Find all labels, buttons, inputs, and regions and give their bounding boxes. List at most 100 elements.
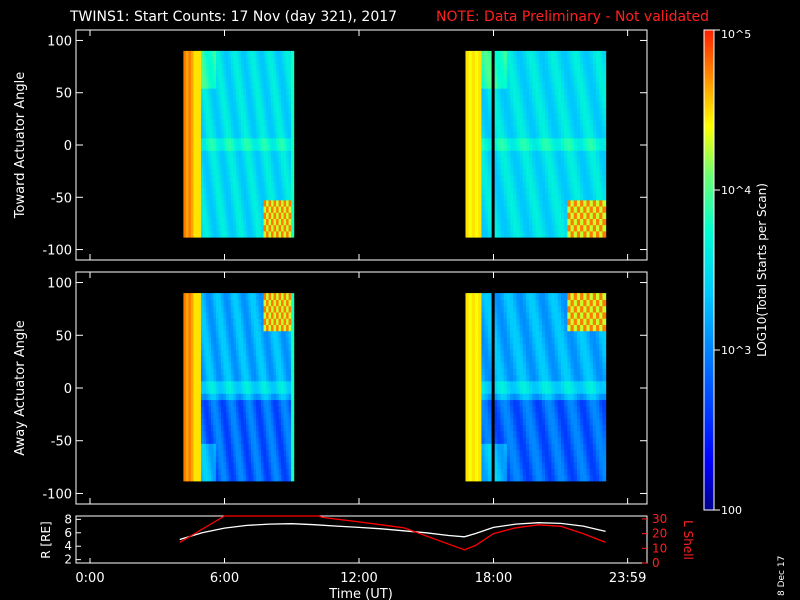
- heatmap-cell: [185, 137, 190, 145]
- heatmap-cell: [541, 230, 546, 238]
- heatmap-cell: [529, 293, 533, 300]
- heatmap-cell: [188, 455, 192, 463]
- heatmap-cell: [241, 449, 245, 457]
- heatmap-cell: [522, 230, 527, 238]
- heatmap-cell: [236, 336, 240, 344]
- heatmap-cell: [599, 112, 603, 120]
- heatmap-cell: [288, 455, 292, 463]
- heatmap-cell: [478, 81, 482, 89]
- heatmap-cell: [519, 318, 524, 325]
- heatmap-cell: [276, 125, 280, 133]
- heatmap-cell: [570, 468, 575, 476]
- heatmap-cell: [281, 393, 285, 401]
- heatmap-cell: [475, 293, 479, 300]
- heatmap-cell: [281, 212, 285, 219]
- heatmap-cell: [288, 318, 292, 325]
- heatmap-cell: [586, 199, 591, 207]
- heatmap-cell: [261, 424, 265, 432]
- heatmap-cell: [263, 411, 267, 419]
- heatmap-cell: [548, 405, 553, 413]
- heatmap-cell: [592, 205, 597, 213]
- heatmap-cell: [203, 205, 207, 213]
- heatmap-cell: [233, 393, 237, 401]
- heatmap-cell: [263, 474, 267, 482]
- heatmap-cell: [510, 386, 514, 394]
- heatmap-cell: [195, 212, 200, 219]
- heatmap-cell: [231, 119, 235, 126]
- heatmap-cell: [251, 131, 255, 139]
- heatmap-cell: [281, 106, 285, 114]
- heatmap-cell: [576, 150, 581, 157]
- heatmap-cell: [541, 162, 546, 170]
- heatmap-cell: [246, 462, 250, 469]
- heatmap-cell: [548, 430, 553, 438]
- heatmap-cell: [481, 106, 486, 114]
- heatmap-cell: [494, 187, 498, 195]
- heatmap-cell: [261, 386, 265, 394]
- heatmap-cell: [183, 418, 187, 426]
- heatmap-cell: [557, 455, 562, 463]
- heatmap-cell: [548, 443, 553, 451]
- heatmap-cell: [561, 361, 565, 369]
- heatmap-cell: [238, 293, 242, 300]
- heatmap-cell: [248, 137, 252, 145]
- heatmap-cell: [241, 224, 245, 232]
- heatmap-cell: [519, 393, 524, 401]
- heatmap-cell: [190, 50, 195, 58]
- heatmap-cell: [541, 119, 546, 126]
- heatmap-cell: [246, 405, 250, 413]
- heatmap-cell: [238, 100, 242, 108]
- heatmap-cell: [225, 393, 230, 401]
- heatmap-cell: [190, 468, 195, 476]
- heatmap-cell: [529, 430, 533, 438]
- heatmap-cell: [561, 430, 565, 438]
- heatmap-cell: [535, 162, 540, 170]
- heatmap-cell: [500, 224, 505, 232]
- heatmap-cell: [241, 150, 245, 157]
- heatmap-cell: [583, 125, 588, 133]
- heatmap-cell: [283, 449, 287, 457]
- heatmap-cell: [253, 374, 257, 382]
- heatmap-cell: [273, 462, 277, 469]
- heatmap-cell: [246, 468, 250, 476]
- heatmap-cell: [220, 418, 225, 426]
- heatmap-cell: [573, 112, 578, 120]
- heatmap-cell: [183, 156, 187, 164]
- heatmap-cell: [223, 386, 227, 394]
- heatmap-cell: [253, 311, 257, 319]
- heatmap-cell: [589, 205, 594, 213]
- heatmap-cell: [497, 174, 502, 182]
- heatmap-cell: [513, 174, 518, 182]
- heatmap-cell: [475, 131, 479, 139]
- heatmap-cell: [248, 57, 252, 64]
- heatmap-cell: [223, 199, 227, 207]
- heatmap-cell: [220, 474, 225, 482]
- heatmap-cell: [203, 349, 207, 357]
- heatmap-cell: [541, 100, 546, 108]
- heatmap-cell: [198, 224, 202, 232]
- heatmap-cell: [203, 318, 207, 325]
- heatmap-cell: [271, 437, 275, 444]
- heatmap-cell: [208, 355, 212, 363]
- heatmap-cell: [281, 468, 285, 476]
- heatmap-cell: [205, 94, 210, 102]
- heatmap-cell: [580, 218, 584, 226]
- heatmap-cell: [268, 324, 272, 332]
- heatmap-cell: [481, 224, 486, 232]
- heatmap-cell: [583, 100, 588, 108]
- heatmap-cell: [551, 81, 556, 89]
- heatmap-cell: [220, 63, 225, 71]
- heatmap-cell: [258, 355, 262, 363]
- heatmap-cell: [596, 106, 600, 114]
- heatmap-cell: [183, 75, 187, 83]
- heatmap-cell: [278, 368, 282, 376]
- heatmap-cell: [465, 311, 470, 319]
- heatmap-cell: [283, 468, 287, 476]
- heatmap-cell: [286, 455, 290, 463]
- heatmap-cell: [586, 162, 591, 170]
- heatmap-cell: [231, 305, 235, 313]
- heatmap-cell: [471, 187, 476, 195]
- heatmap-cell: [468, 336, 473, 344]
- heatmap-cell: [532, 88, 537, 95]
- heatmap-cell: [220, 411, 225, 419]
